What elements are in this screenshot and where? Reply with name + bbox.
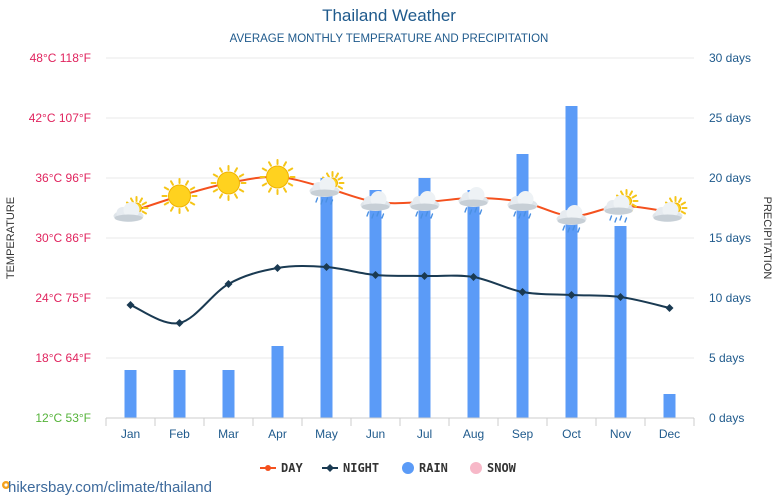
night-point[interactable] <box>420 272 429 280</box>
footer[interactable]: hikersbay.com/climate/thailand <box>2 479 212 496</box>
sun-cloud-rain-icon <box>603 189 639 223</box>
sun-cloud-rain-icon <box>309 171 345 205</box>
right-tick-label: 5 days <box>709 351 744 365</box>
x-tick-label: May <box>315 427 338 441</box>
night-point[interactable] <box>322 263 331 271</box>
night-point[interactable] <box>616 293 625 301</box>
x-tick-label: Sep <box>512 427 534 441</box>
legend[interactable]: DAY NIGHT RAIN SNOW <box>260 461 517 475</box>
rain-bar[interactable] <box>124 370 137 418</box>
x-tick-label: Dec <box>659 427 680 441</box>
left-tick-label: 18°C 64°F <box>35 351 91 365</box>
legend-item-night[interactable]: NIGHT <box>322 461 379 475</box>
left-tick-label: 42°C 107°F <box>29 111 91 125</box>
rain-bar[interactable] <box>418 178 431 418</box>
right-tick-label: 0 days <box>709 411 744 425</box>
left-tick-label: 24°C 75°F <box>35 291 91 305</box>
sun-cloud-icon <box>652 196 688 222</box>
legend-label: RAIN <box>419 461 448 475</box>
day-series[interactable] <box>128 174 672 219</box>
x-tick-label: Apr <box>268 427 287 441</box>
right-tick-label: 25 days <box>709 111 751 125</box>
rain-bars[interactable] <box>124 106 676 418</box>
cloud-rain-icon <box>458 187 489 215</box>
left-axis-title: TEMPERATURE <box>5 197 17 279</box>
right-tick-label: 20 days <box>709 171 751 185</box>
legend-label: NIGHT <box>343 461 379 475</box>
x-tick-label: Jun <box>366 427 385 441</box>
rain-bar[interactable] <box>516 154 529 418</box>
cloud-rain-icon <box>507 191 538 219</box>
night-point[interactable] <box>126 301 135 309</box>
rain-bar[interactable] <box>271 346 284 418</box>
rain-bar[interactable] <box>222 370 235 418</box>
legend-label: SNOW <box>487 461 517 475</box>
legend-item-day[interactable]: DAY <box>260 461 303 475</box>
right-tick-label: 30 days <box>709 51 751 65</box>
night-point[interactable] <box>567 291 576 299</box>
legend-item-snow[interactable]: SNOW <box>470 461 517 475</box>
night-point[interactable] <box>469 273 478 281</box>
rain-bar[interactable] <box>614 226 627 418</box>
location-pin-icon <box>2 481 10 489</box>
rain-bar[interactable] <box>320 178 333 418</box>
x-tick-label: Oct <box>562 427 581 441</box>
chart-subtitle: AVERAGE MONTHLY TEMPERATURE AND PRECIPIT… <box>230 33 549 45</box>
rain-bar[interactable] <box>467 190 480 418</box>
legend-label: DAY <box>281 461 303 475</box>
night-series[interactable] <box>126 263 674 327</box>
sun-icon <box>210 165 247 201</box>
sun-icon <box>161 178 198 214</box>
right-tick-label: 10 days <box>709 291 751 305</box>
sun-icon <box>259 159 296 195</box>
cloud-rain-icon <box>556 205 587 233</box>
left-tick-label: 36°C 96°F <box>35 171 91 185</box>
night-line <box>130 265 670 325</box>
rain-bar[interactable] <box>565 106 578 418</box>
footer-link[interactable]: hikersbay.com/climate/thailand <box>8 479 212 496</box>
legend-swatch <box>402 462 414 474</box>
sun-cloud-icon <box>113 196 149 222</box>
legend-item-rain[interactable]: RAIN <box>402 461 448 475</box>
weather-icons <box>113 159 688 233</box>
night-point[interactable] <box>224 280 233 288</box>
night-point[interactable] <box>175 319 184 327</box>
x-tick-label: Feb <box>169 427 190 441</box>
right-tick-label: 15 days <box>709 231 751 245</box>
right-axis-title: PRECIPITATION <box>761 197 773 280</box>
grid-lines <box>106 57 694 359</box>
chart-title: Thailand Weather <box>322 6 456 25</box>
axes: 12°C 53°F 18°C 64°F 24°C 75°F 30°C 86°F 36°C… <box>29 51 751 441</box>
x-tick-label: Mar <box>218 427 239 441</box>
left-tick-label: 30°C 86°F <box>35 231 91 245</box>
cloud-rain-icon <box>360 191 391 219</box>
left-tick-label: 48°C 118°F <box>30 51 91 65</box>
x-tick-label: Jul <box>417 427 432 441</box>
rain-bar[interactable] <box>663 394 676 418</box>
night-point[interactable] <box>518 288 527 296</box>
x-tick-label: Nov <box>610 427 631 441</box>
cloud-rain-icon <box>409 191 440 219</box>
night-point[interactable] <box>665 304 674 312</box>
rain-bar[interactable] <box>173 370 186 418</box>
x-tick-label: Jan <box>121 427 140 441</box>
rain-bar[interactable] <box>369 190 382 418</box>
night-point[interactable] <box>371 271 380 279</box>
legend-swatch <box>470 462 482 474</box>
night-point[interactable] <box>273 264 282 272</box>
x-tick-label: Aug <box>463 427 484 441</box>
left-tick-label: 12°C 53°F <box>35 411 91 425</box>
